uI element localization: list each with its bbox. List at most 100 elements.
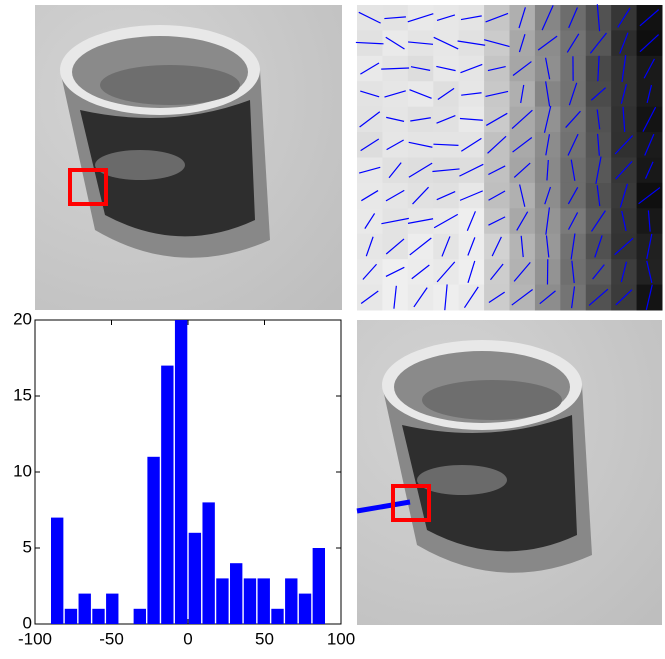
gradient-vector [385,238,405,255]
gradient-vector [460,63,483,74]
bar [106,593,119,624]
gradient-vector [381,217,409,225]
gradient-vector [490,263,504,281]
bar [202,502,215,624]
bar [147,456,160,624]
gradient-vector [461,92,482,96]
gradient-vector [485,12,509,23]
gradient-vector [644,161,654,179]
y-tick-label: 15 [13,385,32,404]
gradient-vector [487,65,506,72]
bar [216,578,229,624]
y-tick-label: 10 [13,461,32,480]
gradient-vector [444,284,448,311]
gradient-vector [513,262,531,282]
gradient-vector [571,286,576,309]
gradient-vector [457,40,486,46]
gradient-vector [620,84,628,104]
gradient-vector [384,16,406,20]
gradient-vector [543,105,552,133]
gradient-vector [513,162,531,178]
gradient-vector [381,67,410,70]
bar [92,608,105,624]
gradient-vector [546,159,549,181]
gradient-vector [596,133,600,156]
plot-area [34,319,342,625]
gradient-vector [567,212,579,230]
gradient-vector [646,233,653,260]
x-tick-label: 0 [183,629,192,648]
gradient-vector [619,32,629,54]
gradient-vector [590,210,606,232]
gradient-vector [545,81,551,107]
gradient-vector [615,160,633,180]
gradient-field [355,4,663,311]
gradient-vector [410,117,431,122]
image-result [356,320,662,625]
bar [257,578,270,624]
gradient-vector [413,287,428,308]
gradient-vector [461,137,482,152]
gradient-vector [433,213,459,229]
gradient-vector [518,33,526,53]
gradient-vector [441,236,451,257]
gradient-vector [409,237,432,256]
gradient-vector [359,111,381,128]
gradient-vector [596,185,601,207]
gradient-vector [568,82,578,106]
gradient-vector [364,213,376,229]
gradient-vector [615,289,633,306]
gradient-vector [545,207,550,235]
y-tick-label: 20 [13,309,32,328]
bar [51,517,64,624]
gradient-vector [596,4,601,32]
gradient-vector [644,133,655,156]
gradient-vector [597,55,600,82]
gradient-vector [408,141,433,148]
gradient-vector [436,65,456,72]
gradient-vector [459,117,483,121]
x-tick-label: -100 [18,629,52,648]
gradient-vector [596,109,601,130]
gradient-vector [408,162,433,178]
gradient-vector [467,237,476,256]
gradient-vector [639,9,660,27]
gradient-vector [545,134,551,156]
gradient-vector [619,183,628,208]
gradient-vector [491,236,502,257]
gradient-vector [485,112,508,126]
gradient-vector [360,138,380,152]
region-box [391,484,431,522]
gradient-vector [544,186,552,205]
gradient-vector [512,61,532,77]
bar [78,593,91,624]
bar [188,532,202,624]
bar [230,563,243,624]
gradient-vector [571,260,575,284]
gradient-vector [433,143,459,146]
gradient-vector [409,89,432,99]
gradient-vector [436,190,456,201]
gradient-vector [621,55,627,83]
gradient-vector [621,210,627,232]
gradient-vector [407,218,434,224]
gradient-vector [362,263,377,280]
gradient-vector [488,190,506,201]
gradient-vector [614,135,634,155]
gradient-vector [643,58,655,79]
gradient-vector [620,261,628,283]
gradient-vector [545,235,550,258]
gradient-vector [570,159,576,181]
gradient-vector [537,35,558,51]
gradient-vector [459,163,484,177]
gradient-vector [589,32,607,54]
gradient-vector [567,187,579,205]
gradient-vector [520,84,525,104]
image-original [35,5,342,310]
bar [133,608,146,624]
gradient-vector [410,66,431,71]
gradient-vector [488,216,506,226]
gradient-vector [646,260,653,283]
gradient-vector [384,90,406,98]
